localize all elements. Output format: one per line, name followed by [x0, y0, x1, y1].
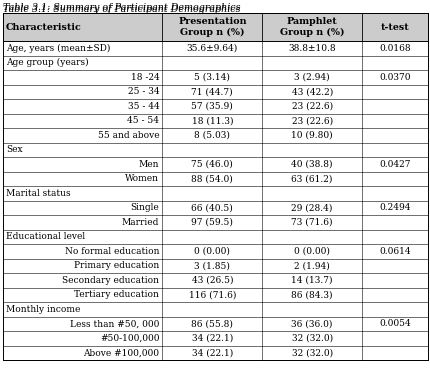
Text: 116 (71.6): 116 (71.6) — [188, 290, 236, 299]
Text: 66 (40.5): 66 (40.5) — [191, 203, 233, 212]
Text: 14 (13.7): 14 (13.7) — [291, 276, 332, 285]
Text: Table 3.1: Summary of Participant Demographics: Table 3.1: Summary of Participant Demogr… — [3, 5, 240, 13]
Text: 43 (42.2): 43 (42.2) — [291, 87, 332, 96]
Bar — [3, 55, 427, 70]
Text: 3 (1.85): 3 (1.85) — [194, 261, 230, 270]
Text: 73 (71.6): 73 (71.6) — [291, 218, 332, 227]
Text: 23 (22.6): 23 (22.6) — [291, 116, 332, 125]
Bar — [3, 230, 427, 244]
Text: 45 - 54: 45 - 54 — [127, 116, 159, 125]
Bar — [3, 128, 427, 142]
Bar — [3, 99, 427, 113]
Text: 0.0168: 0.0168 — [378, 44, 410, 53]
Text: 0.0370: 0.0370 — [378, 73, 410, 82]
Bar — [3, 244, 427, 259]
Text: 3 (2.94): 3 (2.94) — [294, 73, 329, 82]
Text: 0.0054: 0.0054 — [378, 319, 410, 328]
Text: Married: Married — [122, 218, 159, 227]
Text: Less than #50, 000: Less than #50, 000 — [70, 319, 159, 328]
Bar — [3, 13, 427, 41]
Text: 35.6±9.64): 35.6±9.64) — [186, 44, 237, 53]
Text: No formal education: No formal education — [65, 247, 159, 256]
Text: 18 -24: 18 -24 — [130, 73, 159, 82]
Bar — [3, 302, 427, 317]
Text: 32 (32.0): 32 (32.0) — [291, 334, 332, 343]
Text: 57 (35.9): 57 (35.9) — [191, 102, 233, 111]
Text: 18 (11.3): 18 (11.3) — [191, 116, 233, 125]
Bar — [3, 142, 427, 157]
Bar — [3, 41, 427, 55]
Text: 40 (38.8): 40 (38.8) — [291, 160, 332, 169]
Bar — [3, 345, 427, 360]
Text: Primary education: Primary education — [74, 261, 159, 270]
Text: Pamphlet
Group n (%): Pamphlet Group n (%) — [280, 17, 344, 37]
Text: 88 (54.0): 88 (54.0) — [191, 174, 233, 183]
Bar — [3, 70, 427, 84]
Text: 29 (28.4): 29 (28.4) — [291, 203, 332, 212]
Text: Age group (years): Age group (years) — [6, 58, 89, 67]
Text: Women: Women — [125, 174, 159, 183]
Text: Educational level: Educational level — [6, 232, 85, 241]
Bar — [3, 84, 427, 99]
Bar — [3, 288, 427, 302]
Text: 97 (59.5): 97 (59.5) — [191, 218, 233, 227]
Text: t-test: t-test — [380, 23, 408, 31]
Text: 32 (32.0): 32 (32.0) — [291, 348, 332, 357]
Text: Secondary education: Secondary education — [62, 276, 159, 285]
Text: Characteristic: Characteristic — [6, 23, 82, 31]
Bar — [3, 259, 427, 273]
Text: Tertiary education: Tertiary education — [74, 290, 159, 299]
Text: 0.0427: 0.0427 — [378, 160, 410, 169]
Text: Marital status: Marital status — [6, 189, 71, 198]
Text: 0 (0.00): 0 (0.00) — [294, 247, 329, 256]
Text: 34 (22.1): 34 (22.1) — [191, 334, 232, 343]
Bar — [3, 215, 427, 230]
Text: 8 (5.03): 8 (5.03) — [194, 131, 230, 140]
Text: 71 (44.7): 71 (44.7) — [191, 87, 233, 96]
Text: 10 (9.80): 10 (9.80) — [291, 131, 332, 140]
Text: 43 (26.5): 43 (26.5) — [191, 276, 233, 285]
Bar — [3, 317, 427, 331]
Text: Presentation
Group n (%): Presentation Group n (%) — [178, 17, 246, 37]
Bar — [3, 201, 427, 215]
Text: 34 (22.1): 34 (22.1) — [191, 348, 232, 357]
Text: 86 (55.8): 86 (55.8) — [191, 319, 233, 328]
Text: #50-100,000: #50-100,000 — [100, 334, 159, 343]
Text: 86 (84.3): 86 (84.3) — [291, 290, 332, 299]
Text: 0.0614: 0.0614 — [378, 247, 410, 256]
Text: Above #100,000: Above #100,000 — [83, 348, 159, 357]
Text: 55 and above: 55 and above — [98, 131, 159, 140]
Bar — [3, 273, 427, 288]
Bar — [3, 172, 427, 186]
Text: 36 (36.0): 36 (36.0) — [291, 319, 332, 328]
Bar — [3, 331, 427, 345]
Text: 63 (61.2): 63 (61.2) — [291, 174, 332, 183]
Text: 0.2494: 0.2494 — [378, 203, 410, 212]
Text: 75 (46.0): 75 (46.0) — [191, 160, 233, 169]
Text: 23 (22.6): 23 (22.6) — [291, 102, 332, 111]
Text: 2 (1.94): 2 (1.94) — [294, 261, 329, 270]
Text: 25 - 34: 25 - 34 — [127, 87, 159, 96]
Text: Single: Single — [130, 203, 159, 212]
Bar — [3, 186, 427, 201]
Text: Table 3.1: Summary of Participant Demographics: Table 3.1: Summary of Participant Demogr… — [3, 3, 240, 13]
Text: 0 (0.00): 0 (0.00) — [194, 247, 230, 256]
Text: Monthly income: Monthly income — [6, 305, 80, 314]
Text: Men: Men — [138, 160, 159, 169]
Bar — [3, 113, 427, 128]
Bar — [3, 157, 427, 172]
Text: Sex: Sex — [6, 145, 22, 154]
Text: Age, years (mean±SD): Age, years (mean±SD) — [6, 44, 110, 53]
Text: 5 (3.14): 5 (3.14) — [194, 73, 230, 82]
Text: 38.8±10.8: 38.8±10.8 — [288, 44, 335, 53]
Text: 35 - 44: 35 - 44 — [127, 102, 159, 111]
